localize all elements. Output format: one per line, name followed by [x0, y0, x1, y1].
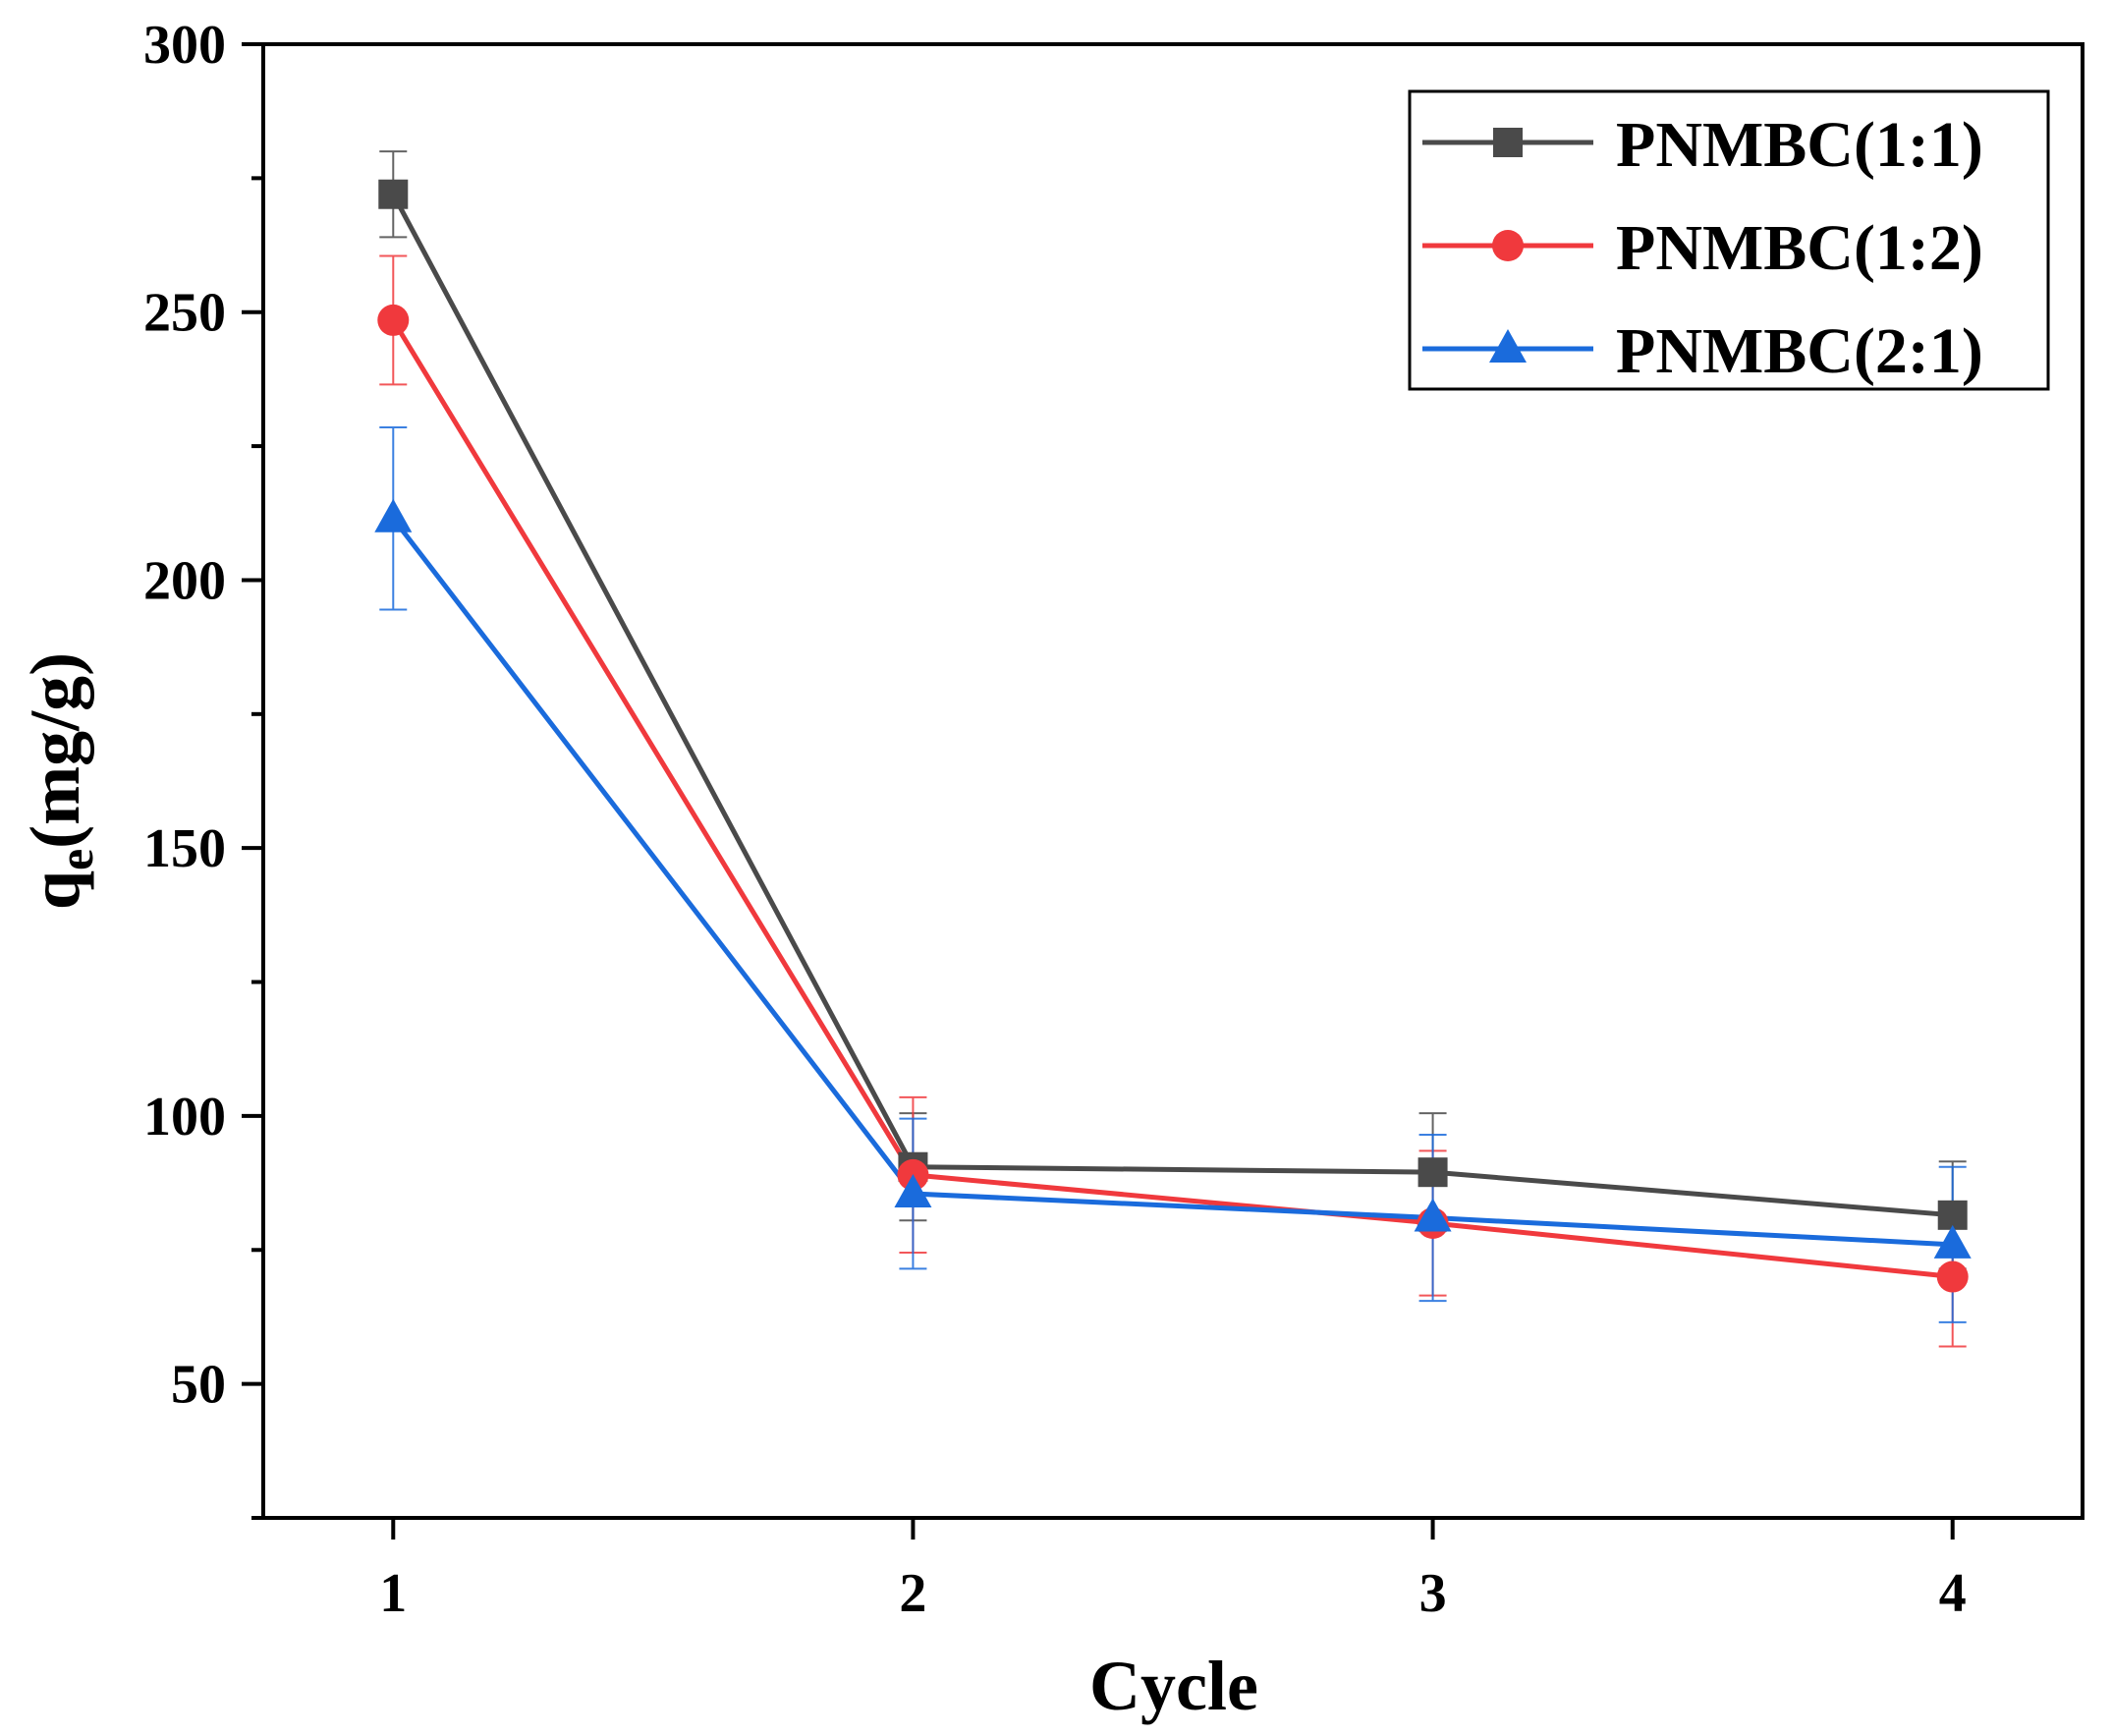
data-point-pnmbc-2-1 — [1933, 1224, 1972, 1259]
data-point-pnmbc-2-1 — [1414, 1198, 1452, 1232]
x-tick-label: 2 — [899, 1563, 926, 1624]
legend-marker — [1489, 329, 1527, 363]
data-point-pnmbc-2-1 — [374, 498, 413, 532]
plot-frame — [261, 42, 2084, 1520]
data-point-pnmbc-2-1 — [894, 1174, 932, 1207]
axis-ticks: 50 100 150 200 250 300 1 2 3 4 — [143, 15, 1967, 1624]
legend-marker — [1492, 230, 1524, 261]
y-tick-label: 200 — [143, 550, 226, 611]
legend-marker — [1493, 128, 1523, 157]
legend-item-pnmbc-2-1: PNMBC(2:1) — [1422, 315, 1983, 387]
y-tick-label: 250 — [143, 283, 226, 344]
legend-label: PNMBC(1:1) — [1616, 109, 1983, 181]
legend-label: PNMBC(2:1) — [1616, 315, 1983, 387]
series-markers — [374, 179, 1972, 1293]
x-tick-label: 1 — [379, 1563, 407, 1624]
x-axis-title: Cycle — [1089, 1647, 1258, 1725]
data-point-pnmbc-1-2 — [1936, 1260, 1969, 1293]
x-tick-label: 3 — [1419, 1563, 1447, 1624]
y-tick-label: 300 — [143, 15, 226, 76]
y-tick-label: 150 — [143, 818, 226, 879]
data-point-pnmbc-1-2 — [377, 304, 410, 336]
data-point-pnmbc-1-1 — [1417, 1157, 1448, 1188]
data-point-pnmbc-1-1 — [378, 179, 409, 209]
series-line-pnmbc-1-1 — [391, 193, 1953, 1218]
legend-item-pnmbc-1-1: PNMBC(1:1) — [1422, 109, 1983, 181]
x-tick-label: 4 — [1939, 1563, 1967, 1624]
y-tick-label: 50 — [171, 1355, 226, 1416]
series-line-pnmbc-1-2 — [391, 318, 1953, 1280]
legend-label: PNMBC(1:2) — [1616, 212, 1983, 284]
legend-item-pnmbc-1-2: PNMBC(1:2) — [1422, 212, 1983, 284]
y-axis-title: qe(mg/g) — [16, 652, 103, 910]
series-line-pnmbc-2-1 — [391, 517, 1953, 1248]
y-tick-label: 100 — [143, 1087, 226, 1148]
legend: PNMBC(1:1) PNMBC(1:2) PNMBC(2:1) — [1408, 89, 2050, 391]
series-lines — [391, 193, 1953, 1280]
